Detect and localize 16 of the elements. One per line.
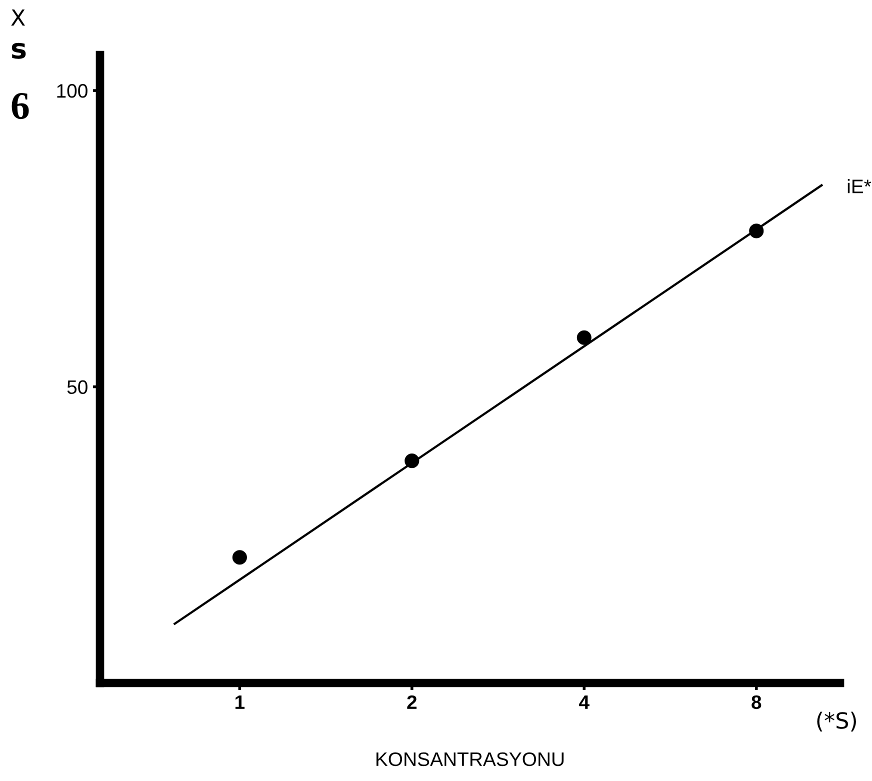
x-axis-title: KONSANTRASYONU [376, 752, 564, 766]
text: 6 [12, 92, 29, 120]
x-tick-label: 4 [579, 696, 590, 709]
y-tick-label: 50 [67, 380, 88, 394]
point [232, 550, 247, 565]
point [749, 224, 764, 238]
x-tick-label: 1 [235, 696, 245, 709]
x-tick-label: 2 [407, 695, 417, 709]
point [576, 330, 592, 345]
annotation: iE* [848, 179, 872, 194]
y-tick-label: 100 [57, 84, 88, 98]
text: s [12, 42, 26, 59]
text: (*S) [817, 712, 856, 732]
text: X [11, 9, 25, 26]
point [404, 454, 420, 468]
x-tick-label: 8 [752, 695, 762, 710]
